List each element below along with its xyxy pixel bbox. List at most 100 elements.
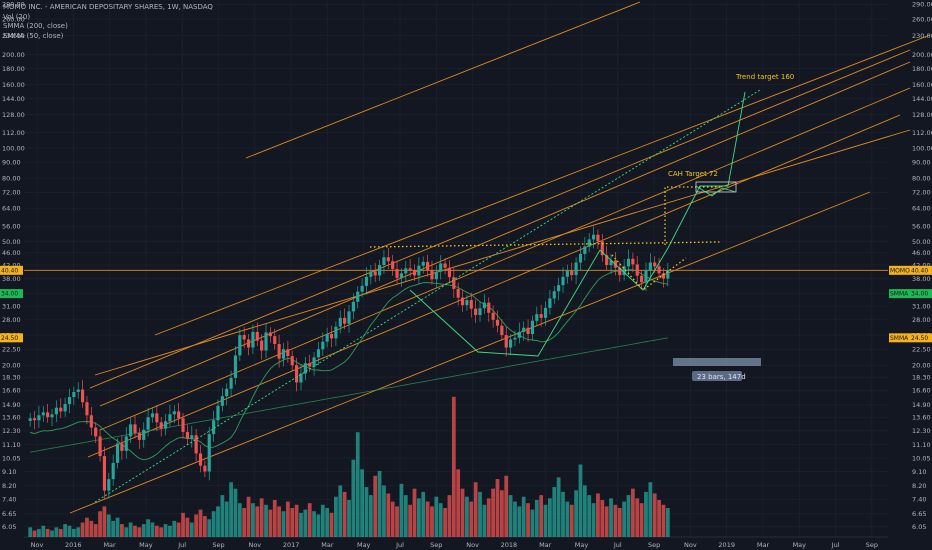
badge-left [0, 333, 23, 343]
volume-bar [334, 496, 338, 537]
legend-smma200: SMMA (200, close) [3, 22, 68, 30]
candle-body [648, 262, 652, 270]
badge-left-value: 40.40 [1, 267, 18, 274]
candle-body [159, 422, 163, 429]
volume-bar [635, 498, 640, 537]
volume-bar [71, 528, 76, 537]
volume-bar [220, 495, 225, 537]
candle-body [360, 285, 364, 292]
y-tick-label-right: 144.00 [912, 95, 932, 103]
x-axis: Nov 2016 Mar May Jul Sep Nov 2017 Mar May Jul Sep No… [31, 541, 878, 549]
candle-body [194, 435, 198, 454]
volume-bar [630, 488, 635, 537]
badge-right-value: 24.50 [911, 335, 928, 342]
candle-body [63, 404, 67, 412]
candle-body [452, 277, 456, 289]
y-tick-label-left: 13.60 [2, 414, 21, 422]
y-tick-label-right: 38.00 [912, 275, 931, 283]
volume-bar [102, 506, 107, 537]
candle-body [469, 300, 473, 309]
candle-body [295, 365, 299, 383]
candle-body [98, 436, 102, 457]
volume-bar [120, 524, 124, 537]
candle-body [37, 415, 41, 421]
candle-body [225, 388, 229, 397]
smma-200-line [30, 337, 668, 453]
candle-body [207, 434, 211, 472]
badge-left [0, 265, 23, 275]
volume-bar [648, 482, 653, 537]
volume-bar [395, 506, 399, 537]
badge-left-value: 34.00 [1, 291, 18, 298]
candle-body [168, 414, 172, 422]
volume-bar [495, 479, 500, 537]
volume-bar [587, 495, 592, 537]
y-tick-label-left: 112.00 [2, 129, 25, 137]
legend-vol: Vol (20) [3, 12, 31, 21]
volume-bar [163, 524, 168, 537]
volume-bar [626, 495, 631, 537]
price-candles [28, 226, 670, 500]
volume-bar [460, 488, 465, 537]
candle-body [622, 266, 626, 276]
badge-right [889, 333, 910, 343]
candle-body [343, 317, 347, 324]
target-zigzag [695, 185, 737, 197]
volume-bar [172, 520, 177, 537]
badge-right [889, 289, 910, 299]
volume-bar [181, 512, 185, 537]
measure-range-box[interactable] [673, 358, 761, 366]
volume-bar [290, 508, 295, 537]
candle-body [102, 456, 107, 491]
volume-bar [58, 528, 63, 537]
y-tick-label-left: 42.00 [2, 261, 21, 269]
candle-body [605, 255, 609, 266]
volume-bar [45, 528, 50, 537]
candle-body [465, 300, 469, 306]
candle-body [495, 319, 500, 326]
candle-body [657, 266, 661, 274]
y-tick-label-right: 290.00 [912, 1, 932, 9]
y-tick-label-left: 160.00 [2, 81, 25, 89]
candle-body [255, 331, 259, 341]
candle-body [530, 320, 535, 335]
y-tick-label-left: 9.10 [2, 468, 16, 476]
x-tick-label: May [139, 541, 153, 549]
volume-bar [281, 511, 286, 537]
candle-body [124, 436, 128, 451]
x-tick-label: Nov [248, 541, 261, 549]
y-tick-label-right: 46.00 [912, 249, 931, 257]
volume-bar [194, 514, 199, 537]
volume-bar [508, 495, 513, 537]
volume-bar [539, 495, 544, 537]
volume-bar [115, 517, 120, 537]
cup-pattern-line [409, 249, 601, 357]
volume-bar [272, 499, 277, 537]
volume-bar [338, 485, 343, 537]
candle-body [316, 349, 321, 358]
y-tick-label-right: 11.10 [912, 441, 931, 449]
candle-body [264, 332, 268, 351]
y-tick-label-right: 80.00 [912, 174, 931, 182]
candle-body [395, 268, 399, 278]
candle-body [308, 363, 312, 367]
y-tick-label-left: 260.00 [2, 15, 25, 23]
channel-line [87, 114, 901, 458]
volume-bar [307, 503, 312, 537]
volume-bar [141, 524, 146, 537]
x-tick-label: May [793, 541, 807, 549]
y-tick-label-right: 10.05 [912, 454, 931, 462]
y-tick-label-left: 38.00 [2, 275, 21, 283]
x-tick-label: Nov [31, 541, 44, 549]
candle-body [146, 417, 150, 430]
badge-right-value-box [910, 265, 932, 275]
volume-bar [351, 459, 356, 537]
candle-body [631, 258, 635, 265]
y-tick-label-right: 28.00 [912, 316, 931, 324]
volume-bar [255, 506, 260, 537]
legend-smma50: SMMA (50, close) [3, 31, 64, 40]
candle-body [666, 270, 670, 279]
y-tick-label-left: 28.00 [2, 316, 21, 324]
